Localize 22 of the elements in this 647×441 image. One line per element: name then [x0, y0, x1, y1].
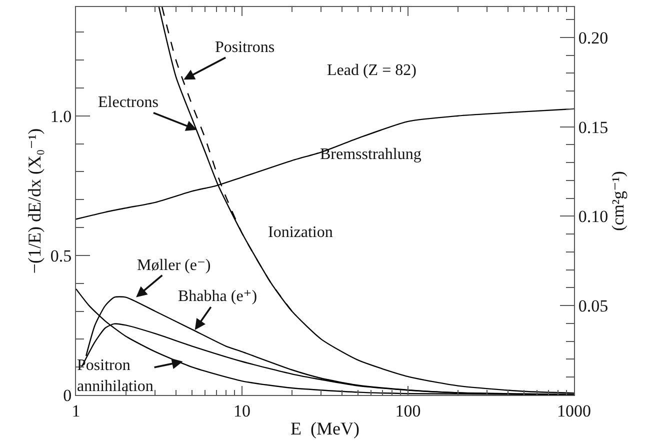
annotation: Positrons: [215, 39, 275, 56]
y-tick-label: 0.5: [50, 246, 72, 266]
y2-tick-label: 0.20: [578, 28, 608, 48]
annotation: Møller (e⁻): [137, 257, 211, 274]
y-axis-title: −(1/E) dE/dx (X₀⁻¹): [24, 128, 45, 274]
annotation: Bremsstrahlung: [320, 146, 422, 163]
x-tick-label: 1: [72, 401, 80, 420]
y2-tick-label: 0.05: [578, 296, 608, 316]
y-tick-label: 1.0: [50, 106, 72, 126]
x-axis-title: E (MeV): [290, 418, 360, 438]
annotation: Lead (Z = 82): [327, 62, 416, 79]
x-tick-label: 100: [395, 401, 421, 420]
annotation: Bhabha (e⁺): [178, 288, 258, 305]
x-tick-label: 10: [234, 401, 250, 420]
y-tick-label: 0: [63, 386, 72, 405]
annotation: Ionization: [268, 224, 333, 241]
y2-axis-title: (cm²g⁻¹): [608, 171, 628, 231]
x-tick-label: 1000: [557, 401, 591, 420]
annotation: Positron annihilation: [77, 357, 154, 395]
y2-tick-label: 0.10: [578, 207, 608, 226]
annotation: Electrons: [98, 94, 158, 111]
y2-tick-label: 0.15: [578, 118, 608, 137]
